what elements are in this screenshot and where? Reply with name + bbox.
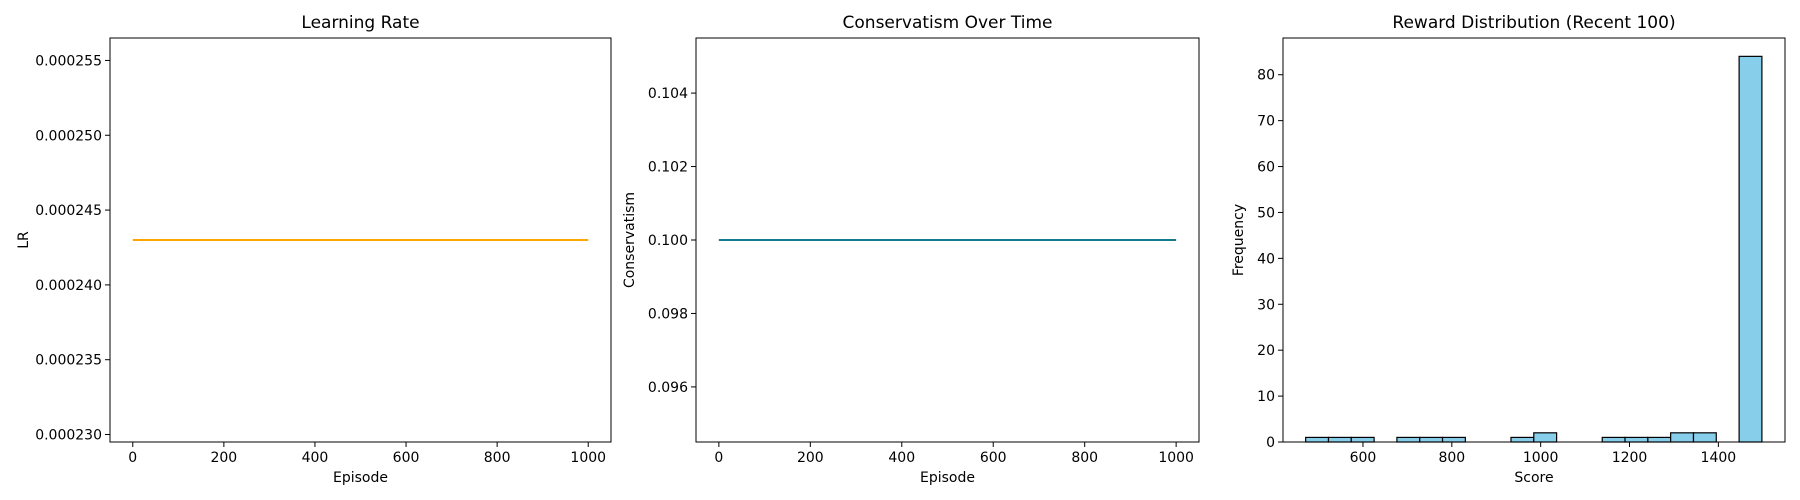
y-axis-label: LR [16,231,32,249]
y-tick-label: 0.102 [648,160,688,176]
x-axis-label: Score [1514,470,1553,486]
histogram-bar [1647,436,1672,443]
x-tick-label: 800 [484,450,511,466]
histogram-bar [1419,436,1444,443]
x-tick-label: 0 [714,450,723,466]
y-tick-label: 20 [1257,343,1275,359]
histogram-bar [1738,55,1763,443]
x-tick-label: 1000 [570,450,606,466]
y-tick-label: 60 [1257,160,1275,176]
y-axis-label: Frequency [1231,204,1247,276]
x-tick-label: 1400 [1701,450,1737,466]
x-tick-label: 800 [1071,450,1098,466]
y-tick-label: 10 [1257,389,1275,405]
x-tick-label: 1000 [1523,450,1559,466]
histogram-bar [1670,432,1695,443]
y-tick-label: 80 [1257,68,1275,84]
histogram-bar [1305,436,1330,443]
chart-title: Learning Rate [301,13,419,33]
y-tick-label: 0.000255 [35,53,102,69]
x-tick-label: 200 [797,450,824,466]
chart-title: Conservatism Over Time [843,13,1053,33]
x-tick-label: 800 [1438,450,1465,466]
axes-frame [695,37,1200,443]
x-tick-label: 400 [302,450,329,466]
x-tick-label: 200 [210,450,237,466]
y-tick-label: 50 [1257,205,1275,221]
y-tick-label: 0.000250 [35,128,102,144]
axes-frame [1282,37,1786,443]
y-tick-label: 30 [1257,297,1275,313]
x-tick-label: 1200 [1612,450,1648,466]
y-tick-label: 0.098 [648,306,688,322]
histogram-bar [1441,436,1466,443]
histogram-bar [1601,436,1626,443]
y-tick-label: 40 [1257,251,1275,267]
y-tick-label: 0.000245 [35,203,102,219]
histogram-bar [1327,436,1352,443]
x-axis-label: Episode [333,470,388,486]
y-tick-label: 0.100 [648,233,688,249]
y-tick-label: 0.000235 [35,353,102,369]
histogram-bar [1533,432,1558,443]
chart-title: Reward Distribution (Recent 100) [1392,13,1675,33]
y-tick-label: 0.096 [648,380,688,396]
x-tick-label: 600 [393,450,420,466]
x-tick-label: 0 [128,450,137,466]
x-tick-label: 600 [1350,450,1377,466]
histogram-bar [1624,436,1649,443]
x-axis-label: Episode [920,470,975,486]
axes-frame [109,37,612,443]
histogram-bar [1692,432,1717,443]
x-tick-label: 400 [888,450,915,466]
y-tick-label: 0.104 [648,86,688,102]
y-tick-label: 0.000230 [35,428,102,444]
y-tick-label: 0 [1266,435,1275,451]
x-tick-label: 600 [980,450,1007,466]
y-axis-label: Conservatism [622,192,638,288]
x-tick-label: 1000 [1158,450,1194,466]
y-tick-label: 70 [1257,114,1275,130]
y-tick-label: 0.000240 [35,278,102,294]
histogram-bar [1350,436,1375,443]
histogram-bar [1396,436,1421,443]
histogram-bar [1510,436,1535,443]
